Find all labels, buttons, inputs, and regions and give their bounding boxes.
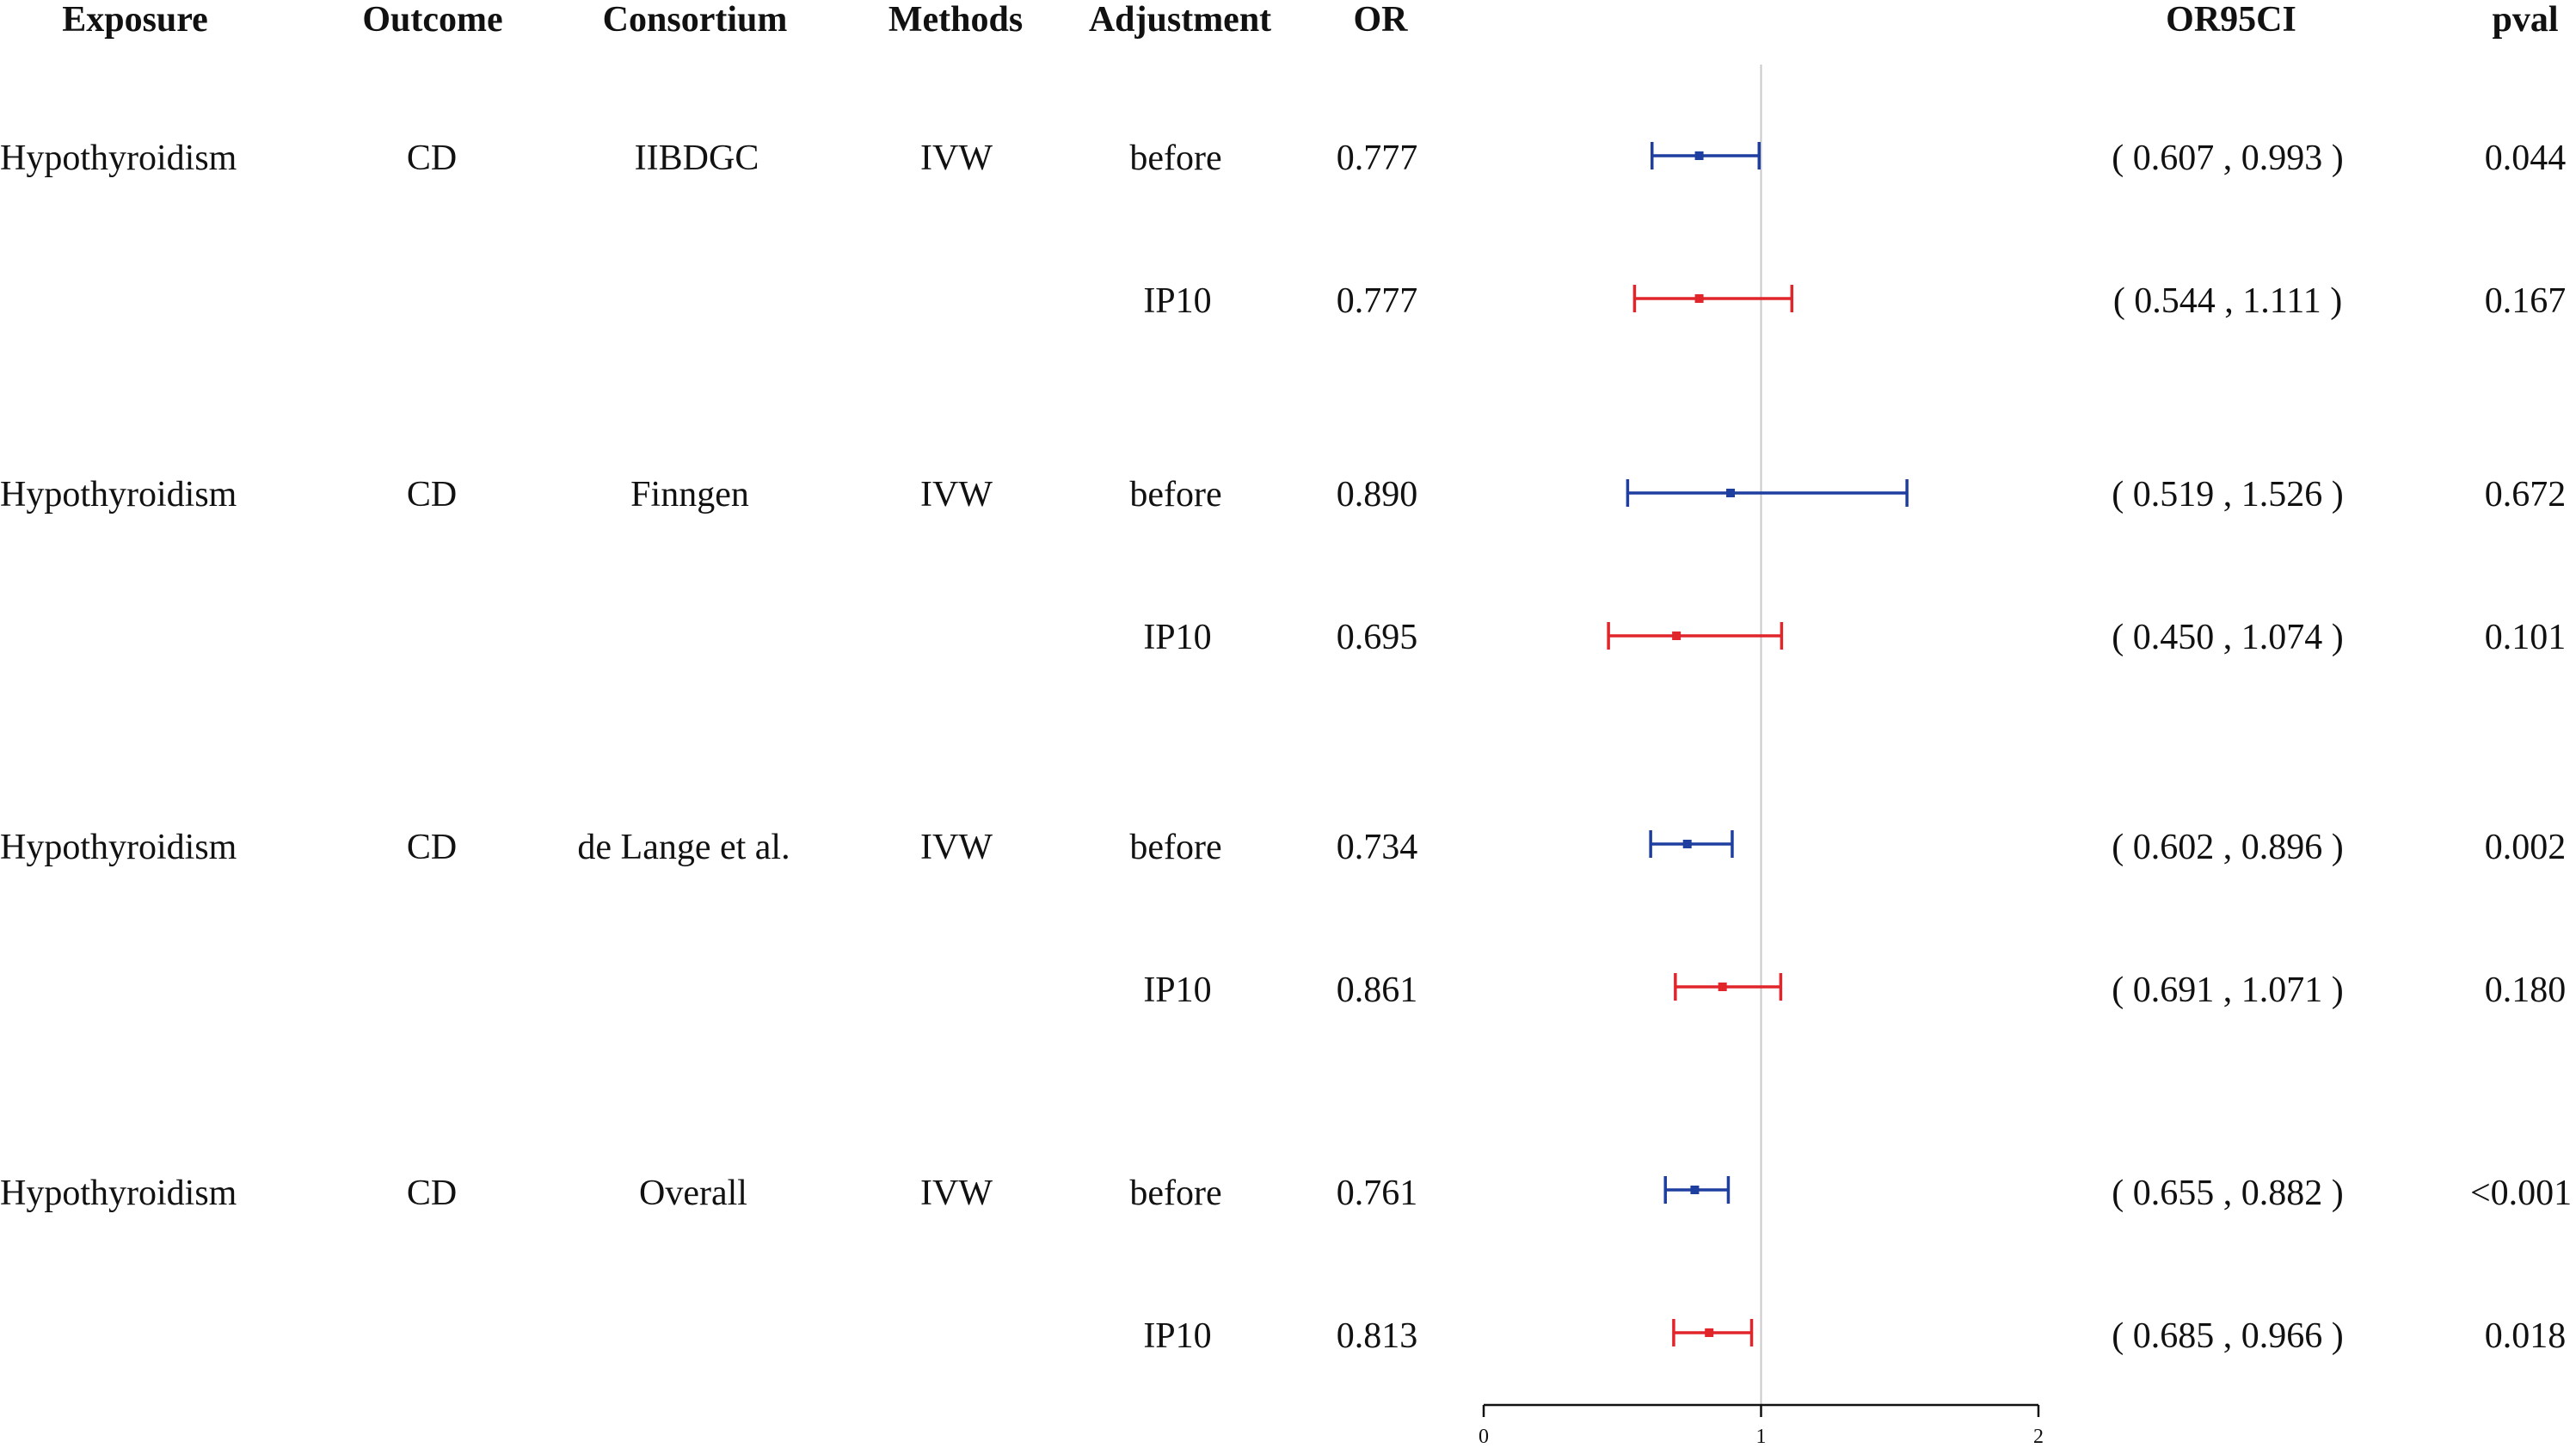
or-point [1694, 294, 1704, 303]
row-ci: ( 0.519 , 1.526 ) [2112, 475, 2344, 515]
row-ci: ( 0.607 , 0.993 ) [2112, 139, 2344, 178]
row-adjustment: IP10 [1143, 970, 1212, 1010]
row-pval: 0.672 [2484, 475, 2567, 515]
row-ci: ( 0.691 , 1.071 ) [2112, 970, 2344, 1010]
row-or: 0.761 [1336, 1174, 1418, 1213]
row-consortium: de Lange et al. [577, 828, 790, 867]
header-outcome: Outcome [362, 0, 503, 40]
row-adjustment: before [1129, 139, 1222, 178]
header-exposure: Exposure [62, 0, 208, 40]
or-point [1672, 632, 1681, 640]
ci-errorbar [1649, 830, 1734, 858]
row-exposure: Hypothyroidism [0, 828, 237, 867]
row-pval: <0.001 [2470, 1174, 2573, 1213]
row-adjustment: before [1129, 1174, 1222, 1213]
or-point [1705, 1328, 1714, 1337]
row-pval: 0.044 [2484, 139, 2567, 178]
row-outcome: CD [406, 139, 458, 178]
row-ci: ( 0.655 , 0.882 ) [2112, 1174, 2344, 1213]
row-pval: 0.101 [2484, 618, 2567, 657]
row-consortium: Overall [639, 1174, 747, 1213]
row-or: 0.813 [1336, 1316, 1418, 1356]
row-pval: 0.018 [2484, 1316, 2567, 1356]
or-point [1690, 1186, 1700, 1194]
row-or: 0.734 [1336, 828, 1418, 867]
ci-errorbar [1663, 1176, 1731, 1204]
row-pval: 0.002 [2484, 828, 2567, 867]
row-outcome: CD [406, 1174, 458, 1213]
row-or: 0.695 [1336, 618, 1418, 657]
row-ci: ( 0.450 , 1.074 ) [2112, 618, 2344, 657]
row-method: IVW [920, 475, 993, 515]
row-ci: ( 0.544 , 1.111 ) [2112, 281, 2343, 321]
row-pval: 0.167 [2484, 281, 2567, 321]
row-exposure: Hypothyroidism [0, 475, 237, 515]
x-tick-label: 2 [2033, 1426, 2044, 1448]
or-point [1694, 151, 1704, 160]
row-adjustment: IP10 [1143, 1316, 1212, 1356]
row-adjustment: IP10 [1143, 618, 1212, 657]
row-or: 0.861 [1336, 970, 1418, 1010]
row-outcome: CD [406, 475, 458, 515]
x-tick-label: 0 [1479, 1426, 1489, 1448]
row-ci: ( 0.602 , 0.896 ) [2112, 828, 2344, 867]
row-pval: 0.180 [2484, 970, 2567, 1010]
header-pval: pval [2492, 0, 2559, 40]
row-method: IVW [920, 1174, 993, 1213]
x-tick-label: 1 [1756, 1426, 1767, 1448]
header-consortium: Consortium [602, 0, 788, 40]
row-or: 0.890 [1336, 475, 1418, 515]
ci-errorbar [1626, 479, 1909, 507]
header-or: OR [1353, 0, 1408, 40]
ci-errorbar [1674, 973, 1783, 1001]
header-adjustment: Adjustment [1088, 0, 1272, 40]
header-or95ci: OR95CI [2166, 0, 2296, 40]
row-or: 0.777 [1336, 139, 1418, 178]
row-consortium: Finngen [630, 475, 749, 515]
or-point [1726, 489, 1736, 497]
row-outcome: CD [406, 828, 458, 867]
row-adjustment: before [1129, 828, 1222, 867]
row-exposure: Hypothyroidism [0, 139, 237, 178]
ci-errorbar [1672, 1319, 1754, 1346]
row-method: IVW [920, 828, 993, 867]
row-method: IVW [920, 139, 993, 178]
row-ci: ( 0.685 , 0.966 ) [2112, 1316, 2344, 1356]
ci-errorbar [1632, 285, 1794, 312]
or-point [1718, 983, 1727, 991]
row-adjustment: before [1129, 475, 1222, 515]
row-exposure: Hypothyroidism [0, 1174, 237, 1213]
ci-errorbar [1651, 142, 1761, 169]
row-adjustment: IP10 [1143, 281, 1212, 321]
row-consortium: IIBDGC [634, 139, 759, 178]
ci-errorbar [1607, 622, 1784, 650]
header-methods: Methods [888, 0, 1024, 40]
or-point [1682, 840, 1692, 848]
row-or: 0.777 [1336, 281, 1418, 321]
